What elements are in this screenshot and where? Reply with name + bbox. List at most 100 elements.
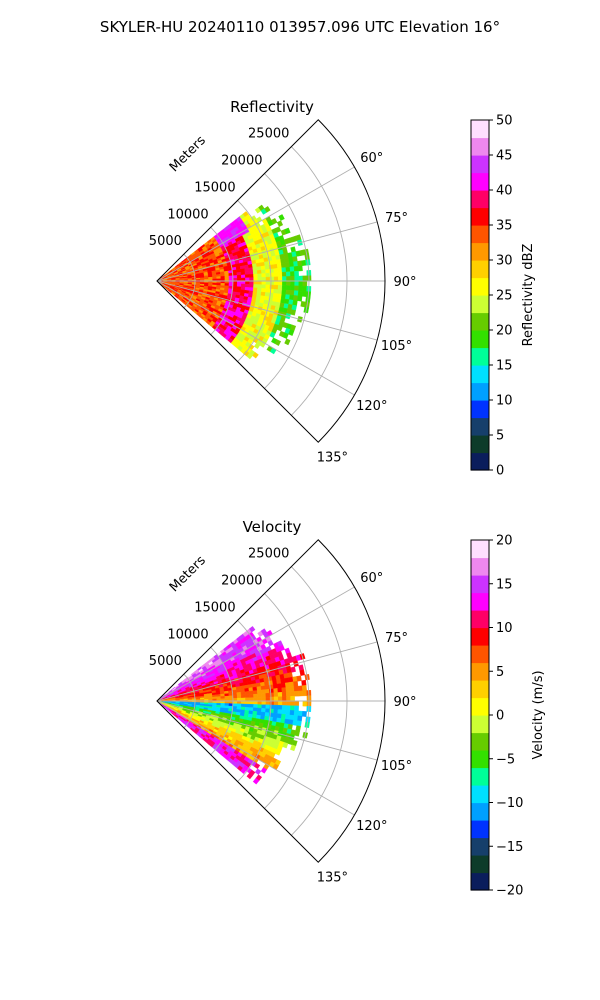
colorbar-tick-label: 15 [496, 359, 513, 374]
field-cell [253, 700, 259, 705]
field-cell [301, 710, 307, 717]
field-cell [264, 261, 270, 267]
figure-title: SKYLER-HU 20240110 013957.096 UTC Elevat… [100, 18, 500, 36]
field-cell [273, 688, 279, 694]
field-cell [265, 700, 271, 706]
field-cell [220, 273, 226, 277]
field-cell [252, 686, 258, 692]
velocity-colorbar-bands [471, 540, 489, 891]
colorbar-band [471, 785, 489, 804]
field-cell [289, 710, 295, 716]
field-cell [294, 270, 299, 277]
field-cell [277, 276, 283, 282]
field-cell [298, 280, 304, 287]
colorbar-band [471, 680, 489, 699]
radial-tick-label: 15000 [194, 600, 235, 615]
field-cell [273, 268, 279, 274]
field-cell [244, 694, 250, 699]
field-cell [260, 265, 266, 271]
field-cell [252, 266, 258, 272]
field-cell [287, 672, 293, 679]
radial-tick-label: 10000 [167, 627, 208, 642]
field-cell [290, 285, 295, 291]
field-cell [277, 687, 283, 693]
field-cell [253, 277, 259, 282]
field-cell [286, 280, 291, 286]
field-cell [265, 688, 271, 694]
sector-frame [156, 119, 386, 443]
field-cell [293, 265, 299, 272]
field-cell [290, 744, 297, 752]
colorbar-band [471, 732, 489, 751]
field-cell [261, 269, 266, 274]
field-cell [273, 696, 279, 702]
field-cell [284, 262, 291, 268]
field-cell [241, 697, 246, 702]
field-cell [301, 290, 307, 297]
colorbar-band [471, 120, 489, 139]
colorbar-tick-label: −15 [496, 840, 523, 855]
field-cell [249, 283, 254, 288]
field-cell [272, 259, 278, 265]
field-cell [275, 749, 282, 756]
colorbar-band [471, 645, 489, 664]
reflectivity-colorbar-bands [471, 120, 489, 471]
azimuth-spoke [156, 641, 378, 702]
field-cell [290, 695, 295, 702]
field-cell [248, 287, 254, 292]
colorbar-tick-label: 40 [496, 184, 513, 199]
velocity-grid [156, 539, 386, 863]
field-cell [284, 338, 291, 346]
field-cell [281, 709, 287, 715]
field-cell [249, 280, 254, 285]
field-cell [274, 339, 282, 346]
field-cell [240, 274, 246, 279]
field-cell [265, 276, 271, 282]
field-cell [273, 284, 279, 290]
field-cell [257, 693, 263, 698]
field-cell [285, 709, 291, 716]
field-cell [257, 697, 263, 702]
field-cell [282, 700, 287, 706]
field-cell [281, 267, 287, 273]
radial-tick-label: 5000 [149, 654, 182, 669]
field-cell [294, 280, 300, 287]
field-cell [265, 696, 271, 702]
colorbar-tick-label: 30 [496, 254, 513, 269]
field-cell [273, 280, 279, 286]
colorbar-tick-label: 5 [496, 665, 504, 680]
field-cell [282, 276, 287, 282]
colorbar-band [471, 155, 489, 174]
radial-tick-label: 25000 [248, 547, 289, 562]
field-cell [265, 692, 271, 698]
field-cell [261, 700, 267, 706]
velocity-panel: Velocity 5000 10000 15000 20000 25000 60° 75°… [149, 518, 417, 885]
velocity-range-label: Meters [167, 553, 209, 595]
field-cell [246, 352, 253, 360]
colorbar-band [471, 277, 489, 296]
field-cell [290, 705, 295, 711]
colorbar-band [471, 540, 489, 559]
azimuth-spoke [156, 280, 355, 396]
field-cell [294, 275, 300, 282]
field-cell [278, 214, 285, 221]
azimuth-spoke [156, 221, 378, 282]
field-cell [257, 700, 263, 705]
colorbar-band [471, 137, 489, 156]
field-cell [273, 692, 279, 698]
colorbar-band [471, 207, 489, 226]
field-cell [254, 768, 262, 775]
colorbar-band [471, 225, 489, 244]
field-cell [297, 265, 303, 272]
field-cell [284, 227, 291, 235]
field-cell [245, 700, 250, 705]
colorbar-band [471, 435, 489, 454]
field-cell [220, 696, 226, 700]
field-cell [240, 271, 246, 276]
field-cell [297, 260, 303, 267]
field-cell [286, 696, 291, 702]
field-cell [240, 767, 247, 774]
field-cell [252, 287, 258, 292]
azimuth-tick-label: 105° [381, 759, 412, 774]
